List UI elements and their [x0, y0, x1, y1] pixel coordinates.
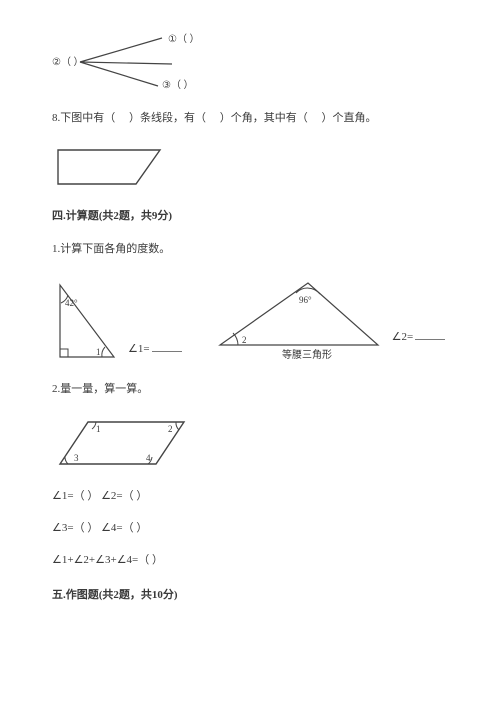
triangle-2-caption: 等腰三角形	[282, 348, 332, 361]
q8-mid2: ）个角，其中有（	[220, 112, 308, 124]
triangle-2-svg: 96° 2 等腰三角形	[210, 275, 390, 365]
triangle-1-svg: 42° 1	[52, 279, 124, 365]
triangle-1-wrap: 42° 1 ∠1=	[52, 279, 184, 365]
para-angle-4: 4	[146, 453, 151, 463]
q8-mid1: ）条线段，有（	[129, 112, 206, 124]
section-4-q2: 2.量一量，算一算。	[52, 381, 454, 399]
question-8: 8.下图中有（ ）条线段，有（ ）个角，其中有（ ）个直角。	[52, 110, 454, 128]
three-angles-svg: ①（ ） ②（ ） ③（ ）	[52, 32, 222, 94]
para-angle-1: 1	[96, 424, 101, 434]
section-5-heading: 五.作图题(共2题，共10分)	[52, 587, 454, 605]
q2-answer-line-1: ∠1=（ ） ∠2=（ ）	[52, 488, 454, 506]
triangle-2-wrap: 96° 2 等腰三角形 ∠2=	[210, 275, 448, 365]
triangle-2-apex-label: 96°	[299, 295, 312, 305]
triangle-2-eq: ∠2=	[392, 329, 448, 347]
triangle-2-angle-2: 2	[242, 335, 247, 345]
tri1-eq-label: ∠1=	[128, 343, 150, 355]
para-angle-2: 2	[168, 424, 173, 434]
figure-three-angles: ①（ ） ②（ ） ③（ ）	[52, 32, 454, 94]
q8-suffix: ）个直角。	[322, 112, 377, 124]
angle-mark-3: ③（ ）	[162, 79, 193, 91]
page-root: ①（ ） ②（ ） ③（ ） 8.下图中有（ ）条线段，有（ ）个角，其中有（ …	[0, 0, 500, 641]
q2-answer-line-2: ∠3=（ ） ∠4=（ ）	[52, 520, 454, 538]
triangle-1-apex-label: 42°	[65, 298, 78, 308]
trapezoid-svg	[52, 144, 172, 192]
section-4-heading: 四.计算题(共2题，共9分)	[52, 208, 454, 226]
figure-triangles-row: 42° 1 ∠1= 96° 2 等腰三角形 ∠2=	[52, 275, 454, 365]
q8-prefix: 8.下图中有（	[52, 112, 115, 124]
parallelogram-svg: 1 2 3 4	[52, 414, 202, 472]
tri1-blank	[152, 341, 182, 352]
angle-mark-2: ②（ ）	[52, 56, 83, 68]
figure-parallelogram: 1 2 3 4	[52, 414, 454, 472]
tri2-eq-label: ∠2=	[392, 331, 414, 343]
tri2-blank	[415, 329, 445, 340]
para-angle-3: 3	[74, 453, 79, 463]
figure-trapezoid	[52, 144, 454, 192]
triangle-1-eq: ∠1=	[128, 341, 184, 359]
triangle-1-angle-1: 1	[96, 347, 101, 357]
q2-answer-line-3: ∠1+∠2+∠3+∠4=（ ）	[52, 552, 454, 570]
section-4-q1: 1.计算下面各角的度数。	[52, 241, 454, 259]
angle-mark-1: ①（ ）	[168, 33, 199, 45]
